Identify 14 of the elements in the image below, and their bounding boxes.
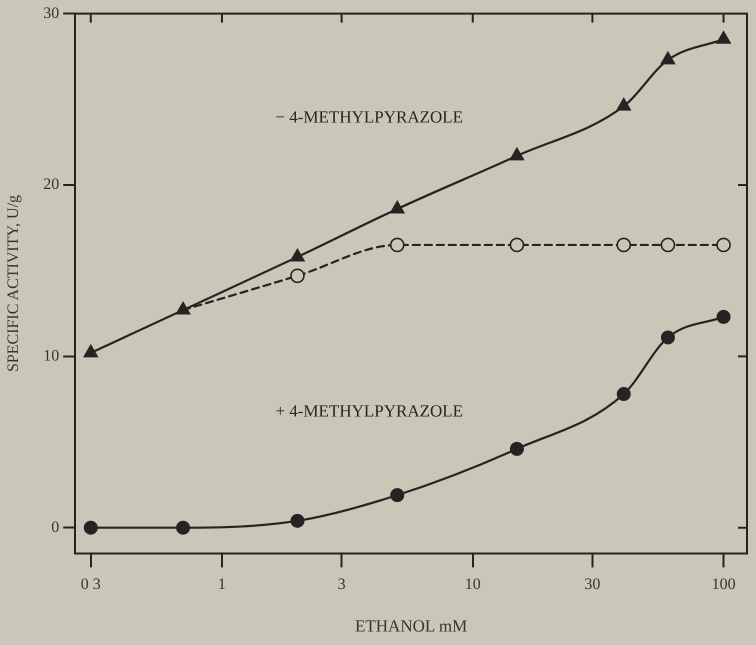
x-tick-label: 0 3 [80,576,101,594]
y-tick-label: 30 [43,4,60,22]
x-tick-label: 30 [584,576,600,594]
x-tick-label: 3 [338,576,346,594]
y-tick-label: 20 [43,176,60,194]
x-tick-label: 1 [218,576,226,594]
text: + 4-METHYLPYRAZOLE [275,402,464,420]
x-tick-label: 100 [712,576,736,594]
y-tick-label: 10 [43,348,60,365]
x-tick-label: 10 [464,576,481,594]
x-axis-title: ETHANOL mM [354,616,468,636]
y-axis-title: SPECIFIC ACTIVITY, U/g [4,194,22,372]
text: − 4-METHYLPYRAZOLE [275,108,464,127]
y-tick-label: 0 [51,518,60,536]
